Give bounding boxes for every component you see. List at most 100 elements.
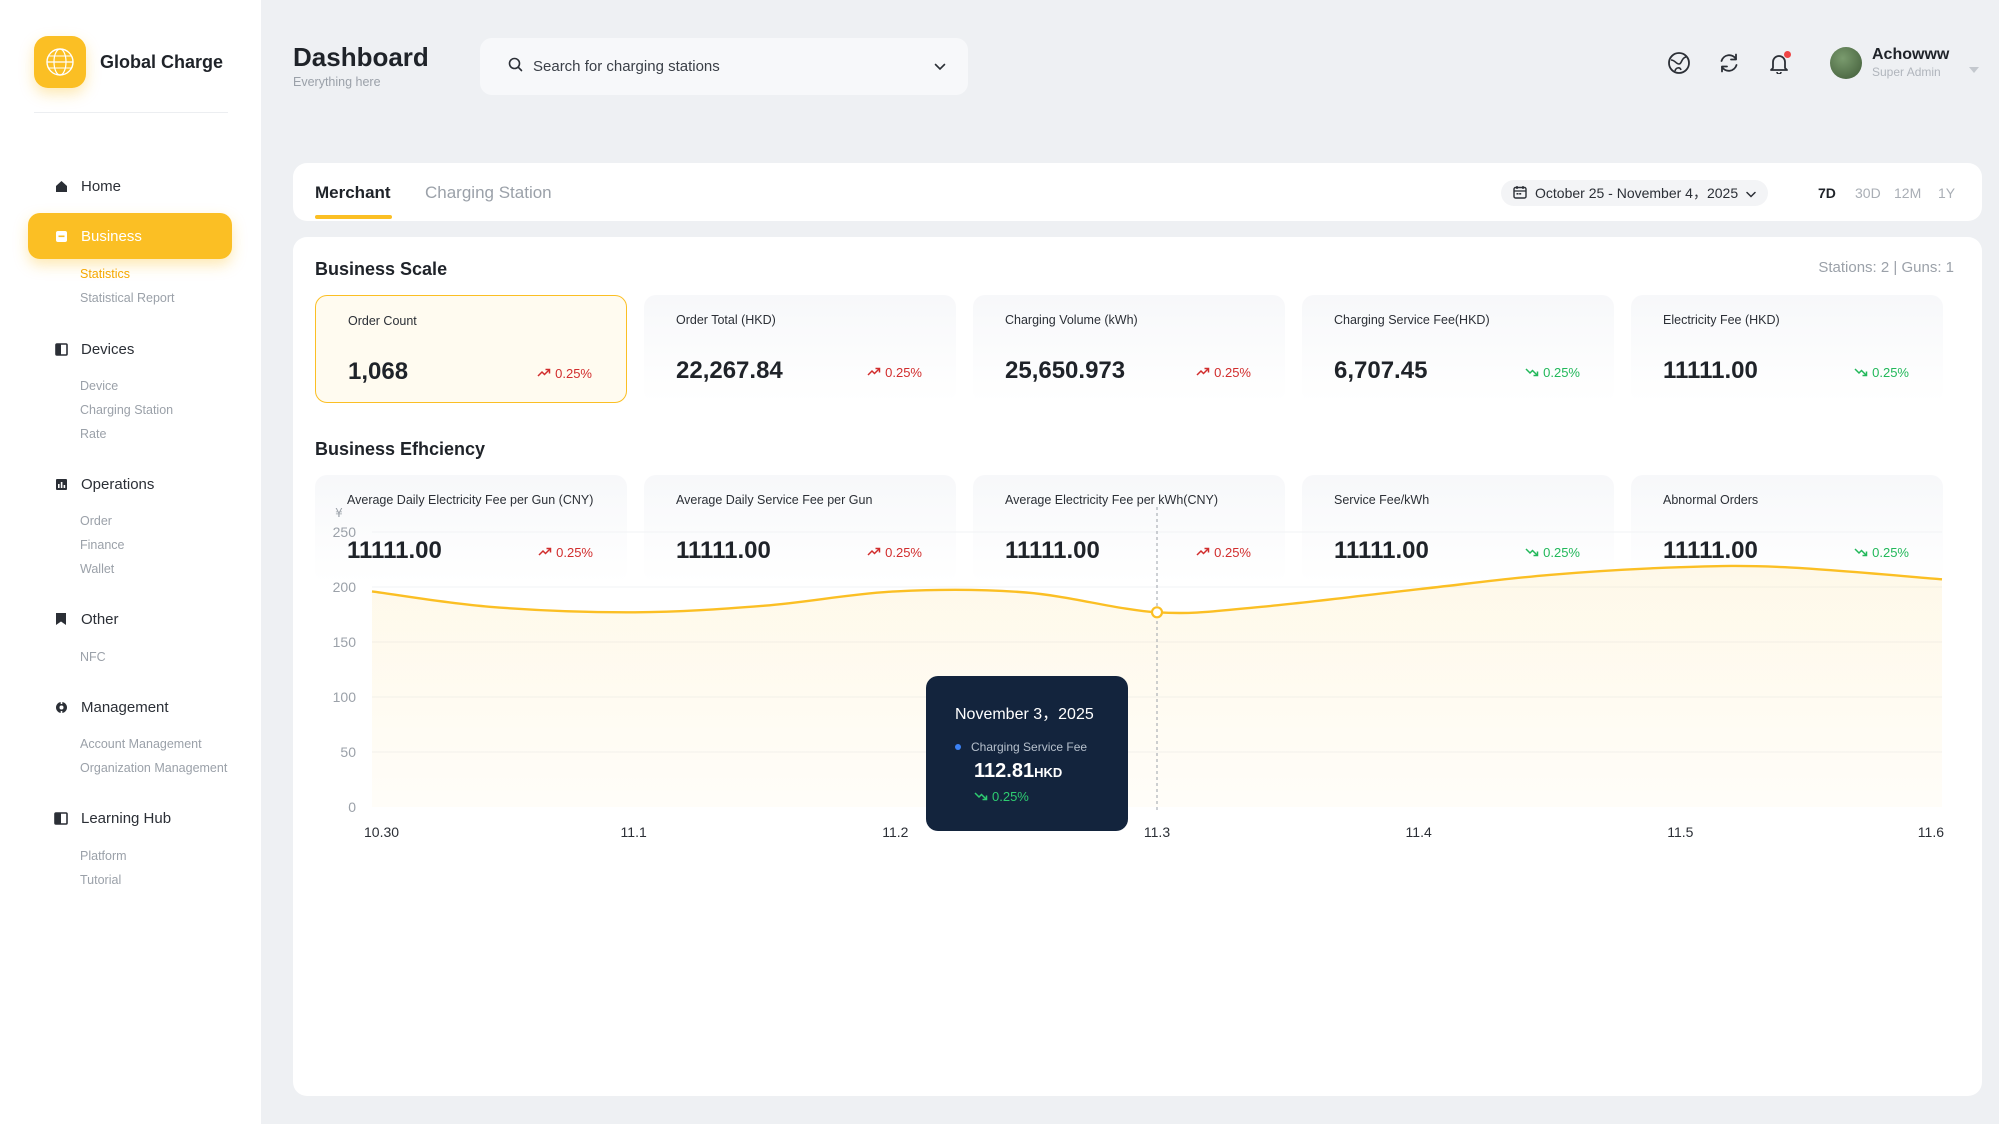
sidebar-sub-platform[interactable]: Platform <box>80 849 127 863</box>
x-tick-label: 11.2 <box>882 824 908 840</box>
stat-card[interactable]: Electricity Fee (HKD) 11111.00 0.25% <box>1631 295 1943 403</box>
trend-up-icon <box>867 365 885 380</box>
tooltip-value: 112.81 <box>974 760 1035 782</box>
sidebar-item-devices[interactable]: Devices <box>28 326 232 372</box>
stat-value: 11111.00 <box>1334 537 1429 564</box>
caret-down-icon[interactable] <box>1969 60 1979 78</box>
stat-label: Service Fee/kWh <box>1334 493 1430 507</box>
stat-delta-value: 0.25% <box>1543 545 1580 560</box>
stat-label: Electricity Fee (HKD) <box>1663 313 1780 327</box>
stat-card[interactable]: Order Count 1,068 0.25% <box>315 295 627 403</box>
sidebar-item-other[interactable]: Other <box>28 596 232 642</box>
sidebar-sub-finance[interactable]: Finance <box>80 538 125 552</box>
stations-summary: Stations: 2 | Guns: 1 <box>1818 259 1954 276</box>
stat-value: 11111.00 <box>347 537 442 564</box>
sidebar-item-home[interactable]: Home <box>28 163 232 209</box>
stat-card[interactable]: Average Daily Service Fee per Gun 11111.0… <box>644 475 956 583</box>
tooltip-date: November 3，2025 <box>955 706 1094 723</box>
period-1y[interactable]: 1Y <box>1938 185 1956 201</box>
sidebar-item-operations[interactable]: Operations <box>28 461 232 507</box>
sidebar-sub-order[interactable]: Order <box>80 514 112 528</box>
y-tick-label: 100 <box>333 689 357 705</box>
period-30d[interactable]: 30D <box>1855 185 1881 201</box>
home-icon <box>54 179 68 193</box>
notification-bell-icon[interactable] <box>1766 50 1792 76</box>
x-tick-label: 11.1 <box>621 824 647 840</box>
stat-card[interactable]: Abnormal Orders 11111.00 0.25% <box>1631 475 1943 583</box>
refresh-icon[interactable] <box>1716 50 1742 76</box>
x-tick-label: 11.5 <box>1667 824 1693 840</box>
stat-delta-value: 0.25% <box>1214 365 1251 380</box>
date-range-picker[interactable]: October 25 - November 4，2025 <box>1501 180 1769 206</box>
stat-delta: 0.25% <box>1525 365 1580 380</box>
stat-card[interactable]: Service Fee/kWh 11111.00 0.25% <box>1302 475 1614 583</box>
sidebar-item-label: Home <box>81 177 122 195</box>
sidebar-sub-statistical-report[interactable]: Statistical Report <box>80 291 175 305</box>
stat-delta: 0.25% <box>1854 365 1909 380</box>
stat-card[interactable]: Average Daily Electricity Fee per Gun (C… <box>315 475 627 583</box>
sidebar: Global Charge Home Business Statistics S… <box>0 0 261 1124</box>
trend-up-icon <box>538 545 556 560</box>
chevron-down-icon[interactable] <box>934 58 946 76</box>
y-tick-label: 250 <box>333 524 357 540</box>
trend-down-icon <box>1525 545 1543 560</box>
user-menu[interactable]: Achowww Super Admin <box>1830 46 1949 80</box>
stat-value: 1,068 <box>348 358 409 385</box>
series-area <box>372 565 1942 807</box>
sidebar-item-business[interactable]: Business <box>28 213 232 259</box>
stat-label: Order Total (HKD) <box>676 313 776 327</box>
tabs-bar: Merchant Charging Station October 25 - N… <box>293 163 1982 221</box>
stat-value: 6,707.45 <box>1334 357 1428 384</box>
tab-merchant[interactable]: Merchant <box>315 183 391 202</box>
stat-card[interactable]: Charging Service Fee(HKD) 6,707.45 0.25% <box>1302 295 1614 403</box>
globe-icon[interactable] <box>1666 50 1692 76</box>
search-icon <box>508 57 523 77</box>
sidebar-sub-tutorial[interactable]: Tutorial <box>80 873 122 887</box>
active-tab-indicator <box>315 215 392 219</box>
stat-label: Average Electricity Fee per kWh(CNY) <box>1005 493 1219 507</box>
stat-delta-value: 0.25% <box>1543 365 1580 380</box>
highlight-point <box>1150 606 1164 619</box>
avatar <box>1830 47 1862 79</box>
sidebar-item-management[interactable]: Management <box>28 684 232 730</box>
business-efficiency-title: Business Efhciency <box>315 439 486 459</box>
stat-delta-value: 0.25% <box>1214 545 1251 560</box>
sidebar-item-learning-hub[interactable]: Learning Hub <box>28 795 232 841</box>
stat-label: Order Count <box>348 314 417 328</box>
notification-badge <box>1784 51 1791 58</box>
tooltip-unit: HKD <box>1034 765 1063 780</box>
operations-icon <box>54 477 68 491</box>
sidebar-sub-device[interactable]: Device <box>80 379 119 393</box>
stat-card[interactable]: Charging Volume (kWh) 25,650.973 0.25% <box>973 295 1285 403</box>
period-7d[interactable]: 7D <box>1818 185 1836 201</box>
sidebar-sub-rate[interactable]: Rate <box>80 427 107 441</box>
sidebar-sub-nfc[interactable]: NFC <box>80 650 106 664</box>
sidebar-sub-account-management[interactable]: Account Management <box>80 737 202 751</box>
stat-card[interactable]: Average Electricity Fee per kWh(CNY) 1111… <box>973 475 1285 583</box>
trend-up-icon <box>537 366 555 381</box>
stat-value: 11111.00 <box>1663 357 1758 384</box>
date-range-text: October 25 - November 4，2025 <box>1535 185 1739 201</box>
search-placeholder: Search for charging stations <box>533 58 720 75</box>
sidebar-sub-wallet[interactable]: Wallet <box>80 562 115 576</box>
brand[interactable]: Global Charge <box>34 36 223 88</box>
stat-label: Charging Service Fee(HKD) <box>1334 313 1490 327</box>
trend-down-icon <box>1854 365 1872 380</box>
search-input[interactable]: Search for charging stations <box>480 38 968 95</box>
stat-delta-value: 0.25% <box>1872 545 1909 560</box>
calendar-icon <box>1513 185 1527 202</box>
chevron-down-icon <box>1746 185 1756 201</box>
stat-card[interactable]: Order Total (HKD) 22,267.84 0.25% <box>644 295 956 403</box>
y-tick-label: 50 <box>340 744 356 760</box>
sidebar-item-label: Devices <box>81 340 135 358</box>
period-12m[interactable]: 12M <box>1894 185 1922 201</box>
sidebar-sub-charging-station[interactable]: Charging Station <box>80 403 174 417</box>
stat-delta: 0.25% <box>867 545 922 560</box>
stat-delta: 0.25% <box>867 365 922 380</box>
y-axis-unit: ¥ <box>335 506 343 520</box>
sidebar-sub-organization-management[interactable]: Organization Management <box>80 761 228 775</box>
sidebar-sub-statistics[interactable]: Statistics <box>80 267 131 281</box>
stat-delta-value: 0.25% <box>885 365 922 380</box>
sidebar-item-label: Learning Hub <box>81 809 172 827</box>
tab-charging-station[interactable]: Charging Station <box>425 183 552 202</box>
